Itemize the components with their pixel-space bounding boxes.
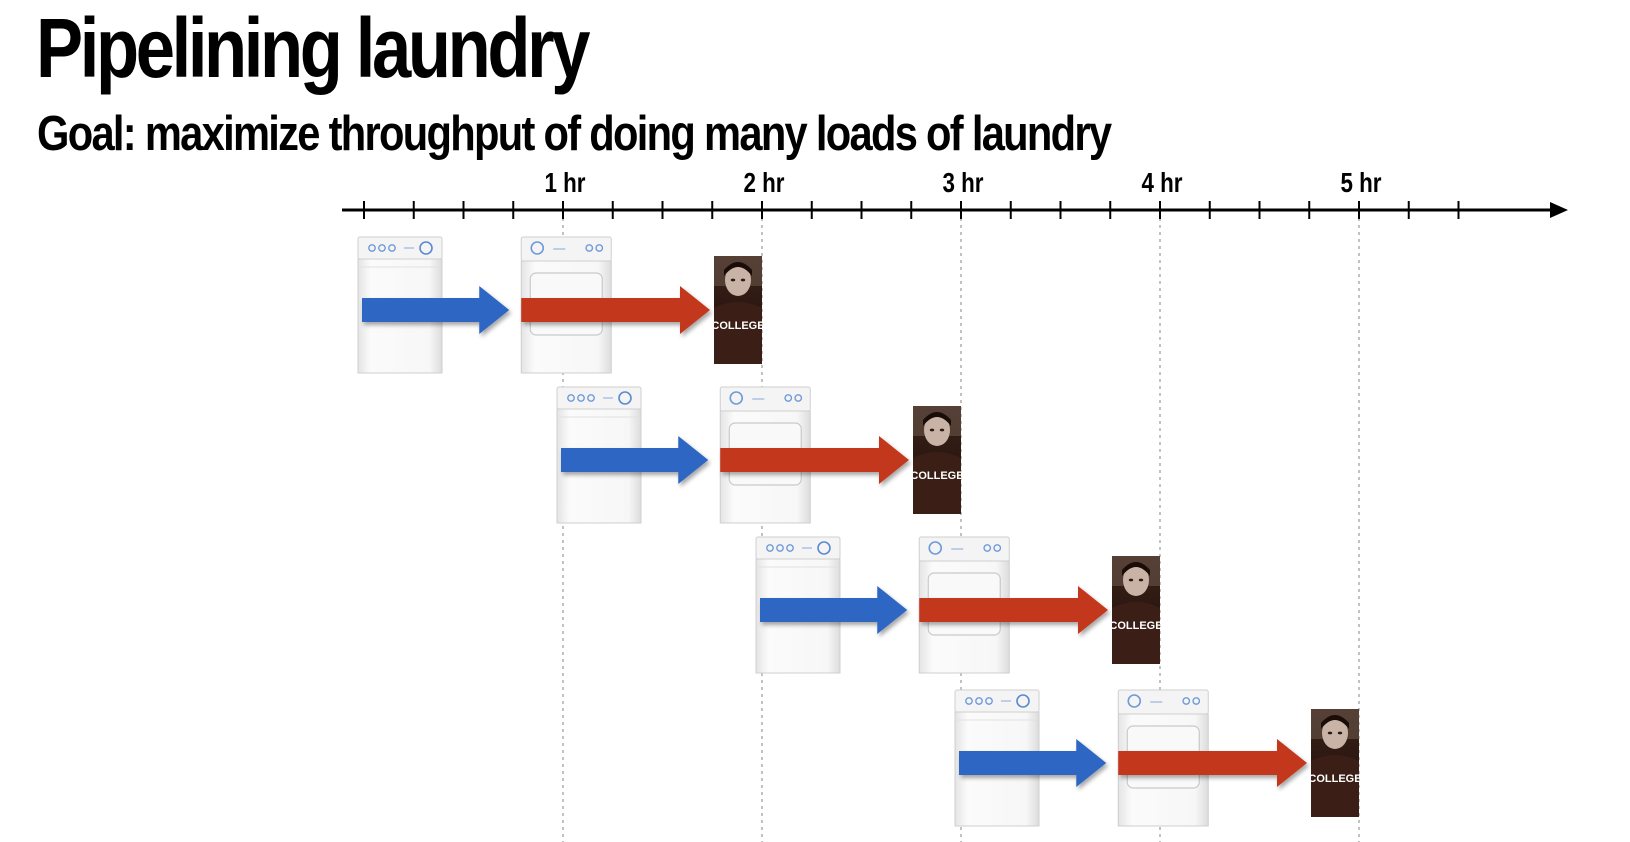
dry-arrow xyxy=(720,436,909,484)
dry-arrow xyxy=(1118,739,1307,787)
wash-arrow xyxy=(362,286,510,334)
page-title: Pipelining laundry xyxy=(36,1,590,95)
hour-label: 1 hr xyxy=(544,168,585,199)
person-photo-icon: COLLEGE xyxy=(1109,556,1163,664)
dry-arrow xyxy=(919,586,1108,634)
hour-label: 4 hr xyxy=(1141,168,1182,199)
wash-arrow xyxy=(561,436,709,484)
dry-arrow xyxy=(521,286,710,334)
load-row: COLLEGE xyxy=(954,689,1362,827)
axis-arrowhead xyxy=(1550,202,1568,218)
hour-label: 2 hr xyxy=(743,168,784,199)
hour-label: 5 hr xyxy=(1340,168,1381,199)
college-label: COLLEGE xyxy=(1109,620,1162,632)
time-axis: 1 hr 2 hr 3 hr 4 hr 5 hr xyxy=(342,168,1568,219)
college-label: COLLEGE xyxy=(711,320,764,332)
college-label: COLLEGE xyxy=(910,470,963,482)
hour-label: 3 hr xyxy=(942,168,983,199)
wash-arrow xyxy=(760,586,908,634)
laundry-loads: COLLEGE COLLEGE COLLEGE COLLEGE xyxy=(357,236,1362,827)
person-photo-icon: COLLEGE xyxy=(711,256,765,364)
college-label: COLLEGE xyxy=(1308,773,1361,785)
person-photo-icon: COLLEGE xyxy=(910,406,964,514)
load-row: COLLEGE xyxy=(357,236,765,374)
page-subtitle: Goal: maximize throughput of doing many … xyxy=(37,107,1112,161)
load-row: COLLEGE xyxy=(755,536,1163,674)
wash-arrow xyxy=(959,739,1107,787)
person-photo-icon: COLLEGE xyxy=(1308,709,1362,817)
load-row: COLLEGE xyxy=(556,386,964,524)
